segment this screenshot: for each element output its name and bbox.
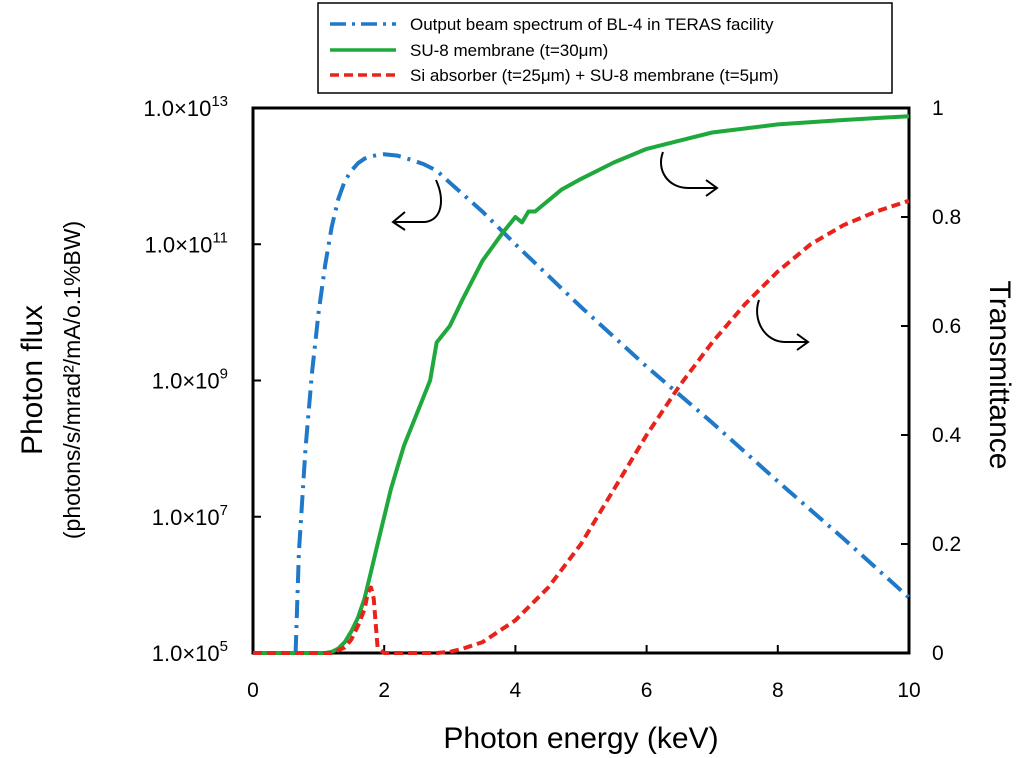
legend-label-series-2: Si absorber (t=25μm) + SU-8 membrane (t=… [410,66,779,85]
x-tick-label: 10 [897,679,920,702]
arrow-to-right-axis-green-head [705,179,719,197]
series-line-2 [253,198,910,655]
arrow-to-left-axis [395,179,442,223]
arrow-to-right-axis-green [660,151,716,189]
series-line-0 [293,152,911,654]
series-line-1 [253,114,910,655]
plot-frame [251,106,911,655]
x-tick-label: 0 [247,679,259,702]
legend-box [317,2,893,94]
legend-label-series-1: SU-8 membrane (t=30μm) [410,41,608,60]
x-tick-label: 2 [378,679,390,702]
x-axis: 0 2 4 6 8 10 [247,645,921,702]
arrow-to-left-axis-head [391,211,406,231]
legend-label-series-0: Output beam spectrum of BL-4 in TERAS fa… [410,15,774,34]
y-tick-label: 1.0×1011 [145,229,228,257]
series-layer [253,114,911,655]
y-tick-label: 1.0×1013 [143,93,228,121]
x-tick-label: 8 [772,679,784,702]
x-tick-label: 4 [510,679,522,702]
y-axis-title: Photon flux [16,305,49,455]
x-tick-label: 6 [641,679,653,702]
y2-tick-label: 0.6 [932,315,961,338]
arrow-to-right-axis-red-head [796,333,810,351]
y-axis-subtitle: (photons/s/mrad²/mA/o.1%BW) [59,221,85,539]
y2-tick-label: 0.8 [932,206,961,229]
legend: Output beam spectrum of BL-4 in TERAS fa… [317,2,893,94]
y-axis-left: 1.0×1013 1.0×1011 1.0×109 1.0×107 1.0×105 [143,93,261,666]
y-axis-right: 1 0.8 0.6 0.4 0.2 0 [901,97,962,665]
y-tick-label: 1.0×105 [152,638,228,666]
y2-tick-label: 1 [932,97,944,120]
y2-axis-title: Transmittance [983,281,1016,470]
x-axis-title: Photon energy (keV) [443,722,718,755]
y2-tick-label: 0 [932,642,944,665]
annotation-arrows [391,151,810,351]
y-tick-label: 1.0×109 [152,366,228,394]
y2-tick-label: 0.4 [932,424,962,447]
y2-tick-label: 0.2 [932,533,961,556]
y-tick-label: 1.0×107 [152,502,228,530]
arrow-to-right-axis-red [756,299,807,343]
